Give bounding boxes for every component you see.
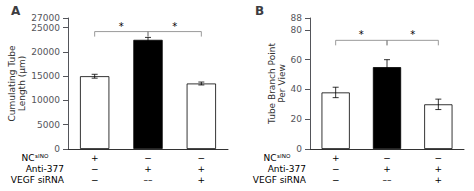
svg-text:0: 0 <box>296 144 302 154</box>
svg-text:−: − <box>435 153 443 163</box>
svg-text:−: − <box>332 175 340 185</box>
svg-text:+: + <box>144 164 152 174</box>
svg-text:Length (μm): Length (μm) <box>17 56 27 111</box>
svg-text:+: + <box>383 164 391 174</box>
svg-text:0: 0 <box>54 144 60 154</box>
svg-text:+: + <box>435 164 443 174</box>
svg-text:40: 40 <box>291 84 303 94</box>
svg-text:B: B <box>255 4 264 18</box>
svg-text:−: − <box>91 175 99 185</box>
svg-text:−: − <box>144 153 152 163</box>
svg-text:5000: 5000 <box>37 120 60 130</box>
svg-text:*: * <box>410 29 415 40</box>
svg-text:−: − <box>332 164 340 174</box>
svg-text:−: − <box>383 153 391 163</box>
svg-text:−: − <box>91 164 99 174</box>
svg-text:60: 60 <box>291 55 303 65</box>
svg-text:*: * <box>359 29 364 40</box>
svg-text:VEGF siRNA: VEGF siRNA <box>253 175 307 185</box>
svg-text:Anti-377: Anti-377 <box>268 164 306 174</box>
svg-text:+: + <box>332 153 340 163</box>
svg-text:*: * <box>172 21 177 32</box>
svg-text:80: 80 <box>291 25 303 35</box>
svg-text:*: * <box>119 21 124 32</box>
svg-text:VEGF siRNA: VEGF siRNA <box>11 175 65 185</box>
svg-text:NCˢᴵᴺᴼ: NCˢᴵᴺᴼ <box>264 153 291 163</box>
svg-text:NCˢᴵᴺᴼ: NCˢᴵᴺᴼ <box>22 153 49 163</box>
svg-text:20000: 20000 <box>31 47 60 57</box>
svg-text:––: –– <box>144 175 154 185</box>
svg-text:Per View: Per View <box>277 64 287 103</box>
svg-text:10000: 10000 <box>31 95 60 105</box>
svg-text:––: –– <box>383 175 393 185</box>
svg-text:25000: 25000 <box>31 23 60 33</box>
svg-text:20: 20 <box>291 114 303 124</box>
svg-text:88: 88 <box>291 13 303 23</box>
svg-text:15000: 15000 <box>31 71 60 81</box>
svg-text:Tube Branch Point: Tube Branch Point <box>267 43 277 125</box>
svg-text:+: + <box>435 175 443 185</box>
svg-text:−: − <box>198 153 206 163</box>
svg-text:27000: 27000 <box>31 13 60 23</box>
svg-text:+: + <box>198 175 206 185</box>
svg-text:+: + <box>91 153 99 163</box>
svg-text:A: A <box>11 4 21 18</box>
svg-text:Anti-377: Anti-377 <box>26 164 64 174</box>
svg-text:Cumulating Tube: Cumulating Tube <box>7 45 17 121</box>
svg-text:+: + <box>198 164 206 174</box>
